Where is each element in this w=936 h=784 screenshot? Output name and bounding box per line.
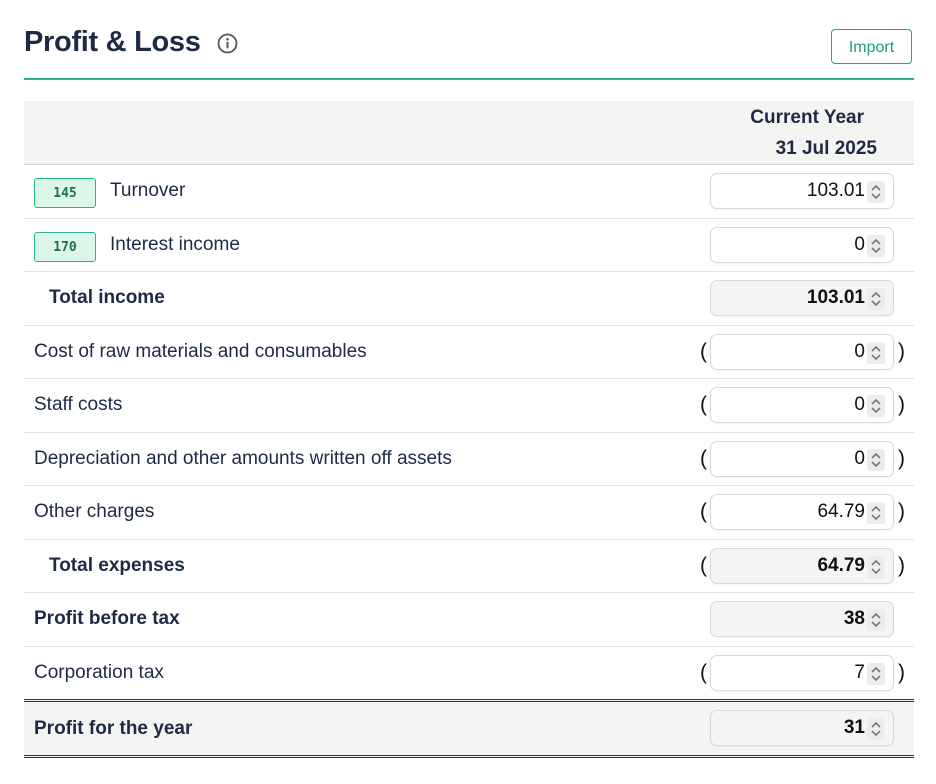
number-spinner-icon [867,609,885,631]
amount-value: 103.01 [806,287,865,308]
row-label: Cost of raw materials and consumables [34,340,367,362]
table-row-total: Profit before tax 38 [24,593,914,647]
number-spinner-icon[interactable] [867,662,885,685]
amount-value: 103.01 [806,180,865,201]
row-label: Profit for the year [34,717,193,739]
row-label: Turnover [110,180,186,202]
table-row: 145 Turnover 103.01 [24,165,914,219]
table-row-grand-total: Profit for the year 31 [24,699,914,758]
amount-value: 0 [854,394,865,415]
row-label: Total income [49,287,165,309]
row-label: Corporation tax [34,661,164,683]
import-button[interactable]: Import [831,29,912,64]
amount-input[interactable]: 64.79 [710,494,894,530]
account-code-badge: 145 [34,178,96,208]
table-row-total: Total expenses ( 64.79 ) [24,540,914,593]
amount-input[interactable]: 0 [710,440,894,477]
table-row-total: Total income 103.01 [24,272,914,326]
table-row: Corporation tax ( 7 ) [24,647,914,700]
table-row: 170 Interest income 0 [24,219,914,272]
account-code-badge: 170 [34,231,96,262]
paren-close: ) [898,553,905,577]
amount-value: 7 [854,661,865,683]
amount-total: 31 [710,710,894,746]
amount-input[interactable]: 0 [710,333,894,370]
amount-value: 0 [854,340,865,362]
row-label: Profit before tax [34,608,180,630]
amount-input[interactable]: 103.01 [710,173,894,209]
number-spinner-icon[interactable] [867,395,885,417]
row-label: Total expenses [49,554,185,576]
number-spinner-icon [867,718,885,740]
amount-input[interactable]: 0 [710,226,894,263]
row-label: Other charges [34,501,155,523]
table-header: Current Year 31 Jul 2025 [24,101,914,165]
row-label: Interest income [110,233,240,255]
paren-close: ) [898,660,905,684]
paren-open: ( [700,393,707,417]
number-spinner-icon[interactable] [867,341,885,364]
column-header-date: 31 Jul 2025 [775,138,877,159]
row-label: Staff costs [34,394,123,416]
paren-open: ( [700,660,707,684]
paren-open: ( [700,500,707,524]
amount-total: 64.79 [710,547,894,584]
title-divider [24,78,914,80]
paren-open: ( [700,446,707,470]
amount-total: 38 [710,601,894,637]
table-row: Depreciation and other amounts written o… [24,433,914,486]
amount-value: 64.79 [817,554,865,576]
number-spinner-icon[interactable] [867,234,885,257]
number-spinner-icon[interactable] [867,181,885,203]
table-row: Staff costs ( 0 ) [24,379,914,433]
info-icon[interactable] [217,33,238,54]
paren-close: ) [898,446,905,470]
paren-close: ) [898,500,905,524]
row-label: Depreciation and other amounts written o… [34,447,452,469]
paren-close: ) [898,393,905,417]
amount-total: 103.01 [710,280,894,316]
amount-value: 31 [843,717,865,738]
amount-input[interactable]: 7 [710,654,894,691]
page-title: Profit & Loss [24,26,201,58]
amount-value: 0 [854,447,865,469]
table-row: Other charges ( 64.79 ) [24,486,914,540]
column-header-current-year: Current Year [750,107,864,128]
amount-value: 0 [854,233,865,255]
amount-value: 38 [843,608,865,629]
amount-input[interactable]: 0 [710,387,894,423]
number-spinner-icon [867,288,885,310]
amount-value: 64.79 [817,501,865,522]
paren-open: ( [700,553,707,577]
number-spinner-icon [867,555,885,578]
number-spinner-icon[interactable] [867,502,885,524]
table-row: Cost of raw materials and consumables ( … [24,326,914,379]
paren-open: ( [700,339,707,363]
profit-loss-table: Current Year 31 Jul 2025 145 Turnover 10… [24,101,914,758]
paren-close: ) [898,339,905,363]
number-spinner-icon[interactable] [867,448,885,471]
